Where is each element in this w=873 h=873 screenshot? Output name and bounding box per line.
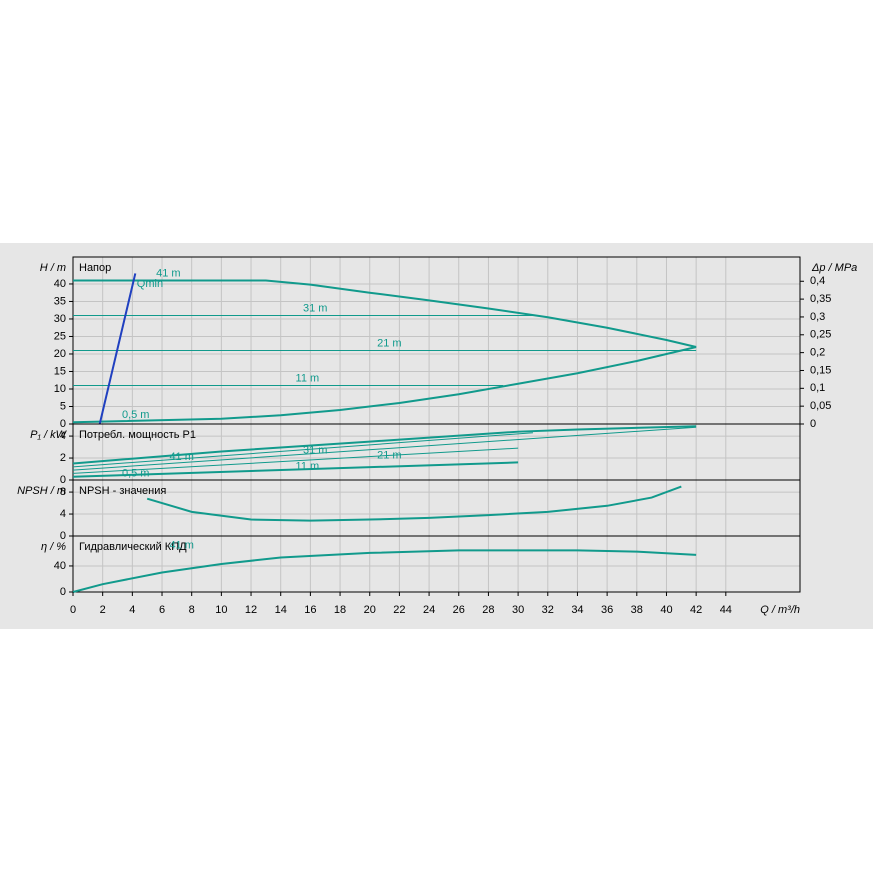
y-tick-label: 5 (60, 400, 66, 412)
y-axis-label: H / m (40, 262, 66, 274)
y-axis-label: NPSH / m (17, 485, 66, 497)
series-label: 0,5 m (122, 467, 150, 479)
y2-tick-label: 0,35 (810, 293, 831, 305)
x-tick-label: 12 (245, 604, 257, 616)
y2-tick-label: 0 (810, 418, 816, 430)
y2-axis-label: Δp / MPa (811, 262, 857, 274)
x-tick-label: 34 (571, 604, 583, 616)
x-tick-label: 26 (453, 604, 465, 616)
x-tick-label: 24 (423, 604, 435, 616)
series-label: Qmin (137, 278, 163, 290)
y-tick-label: 4 (60, 508, 66, 520)
y2-tick-label: 0,1 (810, 382, 825, 394)
curve (72, 549, 697, 593)
x-axis-label: Q / m³/h (760, 604, 800, 616)
series-label: 41 m (169, 540, 193, 552)
y-tick-label: 8 (60, 486, 66, 498)
y2-tick-label: 0,4 (810, 275, 825, 287)
series-label: 0,5 m (122, 409, 150, 421)
series-label: 41 m (156, 267, 180, 279)
panel-title: Напор (79, 262, 111, 274)
y2-tick-label: 0,3 (810, 311, 825, 323)
curve (98, 273, 137, 425)
y-tick-label: 25 (54, 330, 66, 342)
x-tick-label: 14 (275, 604, 287, 616)
x-tick-label: 6 (159, 604, 165, 616)
y2-tick-label: 0,15 (810, 364, 831, 376)
x-tick-label: 4 (129, 604, 135, 616)
y2-tick-label: 0,25 (810, 329, 831, 341)
x-tick-label: 16 (304, 604, 316, 616)
series-label: 31 m (303, 302, 327, 314)
x-tick-label: 38 (631, 604, 643, 616)
curve (72, 447, 519, 474)
curve (72, 425, 697, 465)
series-label: 21 m (377, 337, 401, 349)
curve (72, 346, 697, 424)
y-tick-label: 40 (54, 560, 66, 572)
x-tick-label: 32 (542, 604, 554, 616)
y-tick-label: 40 (54, 278, 66, 290)
curve (72, 461, 519, 478)
y-axis-label: P₁ / kW (30, 429, 67, 441)
panel-title: NPSH - значения (79, 485, 166, 497)
y-tick-label: 0 (60, 418, 66, 430)
x-tick-label: 20 (364, 604, 376, 616)
curve (72, 426, 697, 471)
x-tick-label: 36 (601, 604, 613, 616)
y-axis-label: η / % (41, 541, 66, 553)
plot-frame (72, 535, 801, 593)
x-tick-label: 28 (482, 604, 494, 616)
y-tick-label: 20 (54, 348, 66, 360)
series-label: 41 m (169, 451, 193, 463)
y-tick-label: 30 (54, 313, 66, 325)
y2-tick-label: 0,2 (810, 347, 825, 359)
y-tick-label: 0 (60, 474, 66, 486)
curve (72, 432, 533, 468)
curve (73, 279, 697, 348)
y-tick-label: 2 (60, 452, 66, 464)
curve (146, 485, 682, 522)
x-tick-label: 8 (189, 604, 195, 616)
y-tick-label: 4 (60, 430, 66, 442)
series-label: 11 m (296, 372, 320, 384)
x-tick-label: 2 (100, 604, 106, 616)
y-tick-label: 10 (54, 383, 66, 395)
y-tick-label: 0 (60, 586, 66, 598)
panel-title: Гидравлический КПД (79, 541, 187, 553)
y2-tick-label: 0,05 (810, 400, 831, 412)
x-tick-label: 22 (393, 604, 405, 616)
series-label: 11 m (296, 461, 320, 473)
y-tick-label: 35 (54, 295, 66, 307)
x-tick-label: 42 (690, 604, 702, 616)
x-tick-label: 10 (215, 604, 227, 616)
y-tick-label: 15 (54, 365, 66, 377)
panel-title: Потребл. мощность P1 (79, 429, 196, 441)
y-tick-label: 0 (60, 530, 66, 542)
x-tick-label: 30 (512, 604, 524, 616)
x-tick-label: 0 (70, 604, 76, 616)
x-tick-label: 40 (660, 604, 672, 616)
x-tick-label: 44 (720, 604, 732, 616)
x-tick-label: 18 (334, 604, 346, 616)
